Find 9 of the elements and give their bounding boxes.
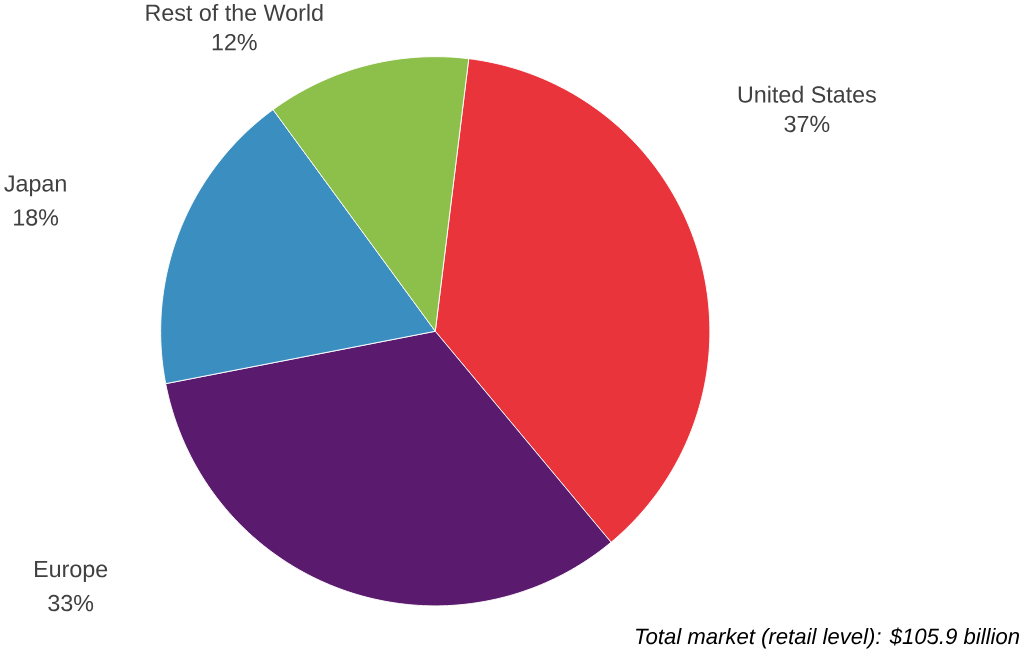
data-label: 12%	[212, 33, 257, 51]
slice-label: United States	[738, 85, 876, 103]
slice-label: Europe	[35, 560, 108, 582]
slice-label: Japan	[4, 175, 66, 197]
slice-label: Rest of the World	[146, 3, 323, 21]
data-label: 18%	[14, 208, 59, 226]
data-label: 33%	[48, 594, 94, 612]
data-label: 37%	[784, 115, 830, 132]
text: Total market (retail level): $105.9 billion	[636, 627, 1020, 649]
